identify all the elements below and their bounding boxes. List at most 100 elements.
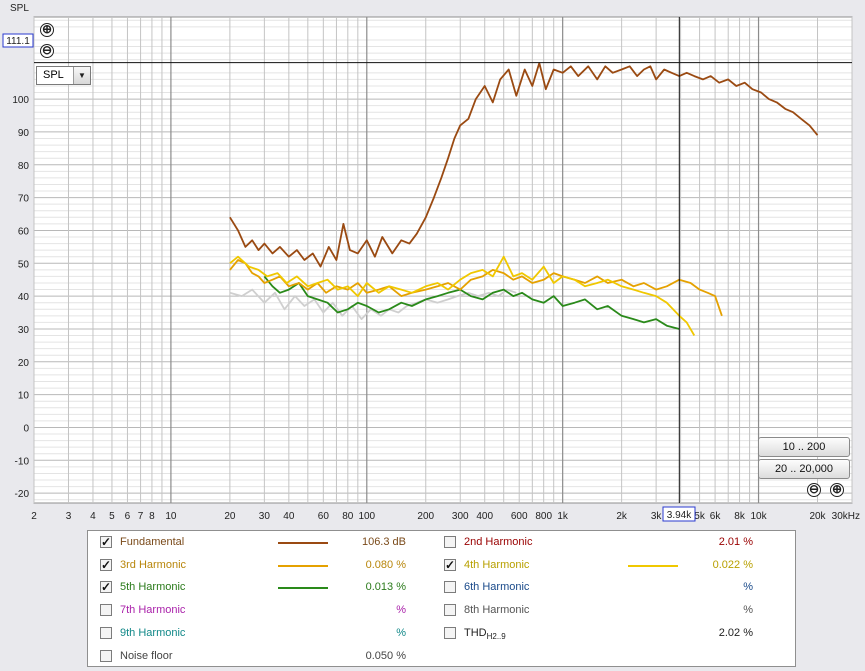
zoom-out-button-top[interactable]: ⊖ [40, 43, 54, 58]
y-tick-label: 50 [18, 259, 30, 270]
x-tick-label: 4 [90, 511, 96, 522]
legend-value: 2.02 % [718, 626, 753, 639]
range-20-20000-button[interactable]: 20 .. 20,000 [758, 459, 850, 479]
legend-swatch-4th-harmonic [628, 564, 678, 567]
legend-label: 9th Harmonic [120, 626, 186, 639]
grid [33, 17, 853, 503]
series-line-4th-harmonic [229, 255, 696, 336]
legend-value: 0.022 % [712, 558, 753, 571]
legend-checkbox-noise-floor[interactable] [100, 649, 112, 662]
y-tick-label: 40 [18, 292, 30, 303]
x-tick-label: 2 [31, 511, 37, 522]
x-tick-label: 2k [616, 511, 628, 522]
legend-label: 2nd Harmonic [464, 536, 533, 548]
y-tick-label: -10 [15, 456, 30, 467]
legend-label: 3rd Harmonic [120, 558, 187, 571]
legend-item-4th-harmonic[interactable]: ✓ 4th Harmonic 0.022 % [444, 558, 753, 578]
legend-checkbox-thd[interactable] [444, 626, 456, 639]
legend-value: % [743, 604, 753, 617]
x-tick-label: 300 [452, 511, 469, 522]
x-tick-label: 20k [809, 511, 826, 522]
x-tick-label: 10 [165, 511, 177, 522]
legend-checkbox-2nd-harmonic[interactable] [444, 536, 456, 548]
legend-checkbox-6th-harmonic[interactable] [444, 581, 456, 594]
x-tick-label: 8k [734, 511, 746, 522]
legend-item-5th-harmonic[interactable]: ✓ 5th Harmonic 0.013 % [100, 580, 406, 600]
legend-item-8th-harmonic[interactable]: 8th Harmonic% [444, 603, 753, 623]
legend-item-9th-harmonic[interactable]: 9th Harmonic% [100, 626, 406, 646]
legend-checkbox-7th-harmonic[interactable] [100, 604, 112, 617]
legend-label: Fundamental [120, 536, 185, 548]
legend-panel: ✓ Fundamental 106.3 dB ✓ 3rd Harmonic 0.080 %… [87, 530, 796, 667]
cursor-y-readout: 111.1 [6, 36, 30, 47]
legend-checkbox-9th-harmonic[interactable] [100, 626, 112, 639]
x-tick-label: 30kHz [832, 511, 860, 522]
legend-item-6th-harmonic[interactable]: 6th Harmonic% [444, 580, 753, 600]
x-tick-label: 7 [138, 511, 144, 522]
x-tick-label: 5k [694, 511, 706, 522]
y-tick-label: 80 [18, 161, 30, 172]
zoom-in-button-top[interactable]: ⊕ [40, 22, 54, 37]
y-tick-label: -20 [15, 489, 30, 500]
legend-checkbox-4th-harmonic[interactable]: ✓ [444, 557, 456, 572]
legend-label: 4th Harmonic [464, 558, 530, 571]
legend-swatch-3rd-harmonic [278, 564, 328, 567]
measurement-select-value: SPL [43, 69, 64, 81]
y-tick-label: 100 [12, 95, 29, 106]
legend-checkbox-3rd-harmonic[interactable]: ✓ [100, 557, 112, 572]
y-tick-label: 10 [18, 391, 30, 402]
series-line-5th-harmonic [263, 275, 680, 330]
series-line-3rd-harmonic [229, 259, 723, 317]
legend-swatch-fundamental [278, 542, 328, 544]
series-group [229, 62, 819, 336]
x-tick-label: 6k [710, 511, 722, 522]
legend-value: 0.080 % [365, 558, 406, 571]
plot-area[interactable] [33, 16, 853, 504]
x-tick-label: 400 [476, 511, 493, 522]
x-tick-label: 80 [342, 511, 354, 522]
x-tick-label: 1k [557, 511, 569, 522]
legend-checkbox-fundamental[interactable]: ✓ [100, 535, 112, 549]
x-tick-label: 800 [535, 511, 552, 522]
y-tick-label: 70 [18, 194, 30, 205]
legend-checkbox-8th-harmonic[interactable] [444, 604, 456, 617]
series-line-noise-floor [229, 288, 517, 321]
y-tick-label: 0 [23, 423, 29, 434]
legend-item-noise-floor[interactable]: Noise floor 0.050 % [100, 649, 406, 669]
legend-item-fundamental[interactable]: ✓ Fundamental 106.3 dB [100, 535, 406, 555]
range-10-200-button[interactable]: 10 .. 200 [758, 437, 850, 457]
x-tick-label: 200 [417, 511, 434, 522]
legend-value: % [396, 604, 406, 617]
y-tick-label: 30 [18, 325, 30, 336]
cursor-lines [34, 17, 852, 503]
zoom-out-button-bottom[interactable]: ⊖ [807, 482, 821, 497]
x-tick-label: 10k [750, 511, 767, 522]
legend-label: 5th Harmonic [120, 581, 186, 594]
x-tick-label: 8 [149, 511, 155, 522]
legend-item-thd[interactable]: THDH2..9 2.02 % [444, 626, 753, 646]
x-tick-label: 60 [318, 511, 330, 522]
legend-value: 0.013 % [365, 581, 406, 594]
x-tick-label: 40 [283, 511, 295, 522]
legend-label: THDH2..9 [464, 626, 506, 641]
x-tick-label: 600 [511, 511, 528, 522]
x-tick-label: 6 [125, 511, 131, 522]
legend-item-3rd-harmonic[interactable]: ✓ 3rd Harmonic 0.080 % [100, 558, 406, 578]
y-tick-label: 20 [18, 358, 30, 369]
chevron-down-icon: ▼ [73, 67, 90, 84]
measurement-select[interactable]: SPL ▼ [36, 66, 91, 85]
cursor-y-badge [2, 33, 34, 48]
zoom-in-button-bottom[interactable]: ⊕ [830, 482, 844, 497]
legend-label: 6th Harmonic [464, 581, 530, 594]
legend-value: % [396, 626, 406, 639]
cursor-x-badge [662, 506, 696, 522]
legend-checkbox-5th-harmonic[interactable]: ✓ [100, 580, 112, 595]
y-axis-label: SPL [10, 3, 29, 14]
legend-item-7th-harmonic[interactable]: 7th Harmonic% [100, 603, 406, 623]
legend-label: 7th Harmonic [120, 604, 186, 617]
legend-item-2nd-harmonic[interactable]: 2nd Harmonic 2.01 % [444, 535, 753, 555]
legend-label: 8th Harmonic [464, 604, 530, 617]
legend-value: 0.050 % [365, 649, 406, 662]
legend-swatch-5th-harmonic [278, 587, 328, 590]
